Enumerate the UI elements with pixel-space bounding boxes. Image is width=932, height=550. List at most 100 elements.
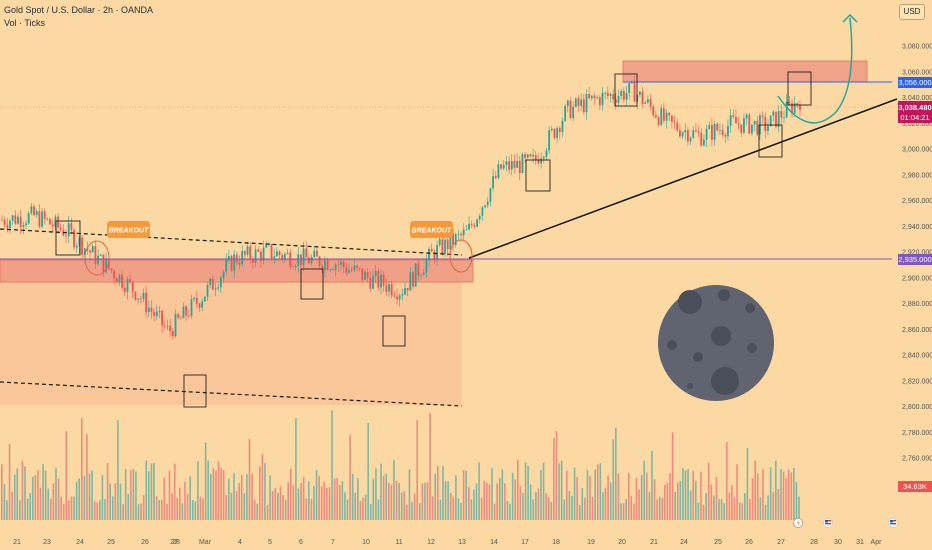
candle-body [22,225,25,227]
volume-bar [630,495,633,520]
candle-body [348,269,350,273]
volume-bar [416,420,418,520]
candle-body [534,154,537,160]
volume-bar [594,469,596,520]
candle-body [502,164,505,169]
volume-bar [671,432,674,520]
candle-body [318,256,321,266]
candle-body [687,130,689,142]
volume-bar [421,483,424,520]
candle-body [9,220,11,228]
currency-button[interactable]: USD [899,4,925,20]
x-tick-label: 21 [650,539,658,546]
volume-bar [246,474,248,520]
volume-bar [362,497,364,520]
candle-body [545,150,548,157]
volume-bar [235,491,238,520]
volume-bar [393,460,395,520]
volume-bar [767,495,769,520]
candle-body [372,275,374,289]
volume-bar [377,499,380,520]
volume-bar [70,496,73,520]
volume-bar [558,463,560,520]
candle-body [572,106,575,119]
volume-bar [60,496,62,520]
x-tick-label: Mar [199,539,212,546]
candle-body [123,287,126,293]
volume-bar [308,481,310,520]
volume-bar [666,482,669,520]
candle-body [139,298,142,300]
candle-body [711,124,713,140]
volume-bar [302,477,305,520]
symbol-title[interactable]: Gold Spot / U.S. Dollar · 2h · OANDA [4,5,154,15]
volume-bar [233,473,235,520]
candle-body [350,269,353,271]
volume-bar [413,493,416,520]
candlestick-series [1,75,801,340]
candle-body [284,253,286,259]
volume-bar [130,470,132,520]
volume-bar [465,470,467,520]
candle-body [764,117,767,131]
us-flag-icon[interactable] [823,518,833,528]
volume-bar [478,462,480,520]
volume-bar [424,482,426,520]
volume-bar [122,504,124,520]
volume-bar [19,500,21,520]
volume-bar [29,493,31,520]
volume-bar [687,469,689,520]
candle-body [35,211,38,216]
candle-body [46,218,49,220]
volume-bar [731,485,733,520]
candle-body [436,245,438,260]
candle-body [219,277,222,288]
candle-body [617,95,620,103]
candle-body [214,288,217,290]
lightning-icon[interactable] [793,518,803,528]
volume-bar [50,498,52,520]
candle-body [249,246,252,259]
candle-body [73,230,75,248]
candle-body [161,310,164,326]
candle-body [695,130,697,132]
candle-body [30,206,33,214]
volume-bar [253,499,256,520]
volume-bar [364,494,367,520]
volume-bar [785,477,787,520]
breakout-circle [84,240,110,276]
x-tick-label: 26 [141,539,149,546]
candle-body [209,278,212,286]
volume-bar [179,487,181,520]
volume-bar [91,470,93,520]
volume-bar [173,463,176,520]
us-flag-icon[interactable] [888,518,898,528]
price-tag-current: 3,038.480 01:04:21 [898,101,932,123]
candle-body [662,108,665,121]
candle-body [540,158,543,164]
volume-bar [501,469,504,520]
candle-body [593,95,596,99]
candle-body [428,248,430,260]
candle-body [470,223,473,226]
volume-bar [8,444,11,520]
candle-body [406,288,409,291]
candle-body [334,264,337,271]
candle-body [791,103,793,114]
candle-body [203,296,206,302]
candle-body [313,250,316,257]
candle-body [580,99,583,106]
indicator-title[interactable]: Vol · Ticks [4,18,46,28]
candle-body [628,83,631,94]
candle-body [225,260,228,272]
candle-body [780,111,783,118]
candle-body [65,235,67,237]
candle-body [449,233,452,250]
candle-body [382,274,385,286]
volume-bar [135,471,137,520]
candle-body [518,160,521,173]
price-axis[interactable]: 3,080.000 3,060.000 3,040.000 3,020.000 3,00… [902,44,932,463]
volume-bar [225,494,228,520]
